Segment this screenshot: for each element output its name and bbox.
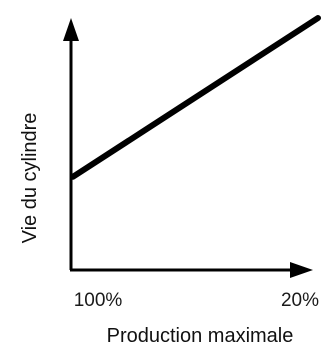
series-line xyxy=(70,15,321,180)
x-axis-arrow-icon xyxy=(290,262,313,278)
x-axis-title: Production maximale xyxy=(107,325,294,347)
y-axis-arrow-icon xyxy=(63,18,79,41)
y-axis-title: Vie du cylindre xyxy=(19,113,41,244)
x-tick-label-20: 20% xyxy=(281,290,319,311)
x-tick-label-100: 100% xyxy=(74,290,123,311)
